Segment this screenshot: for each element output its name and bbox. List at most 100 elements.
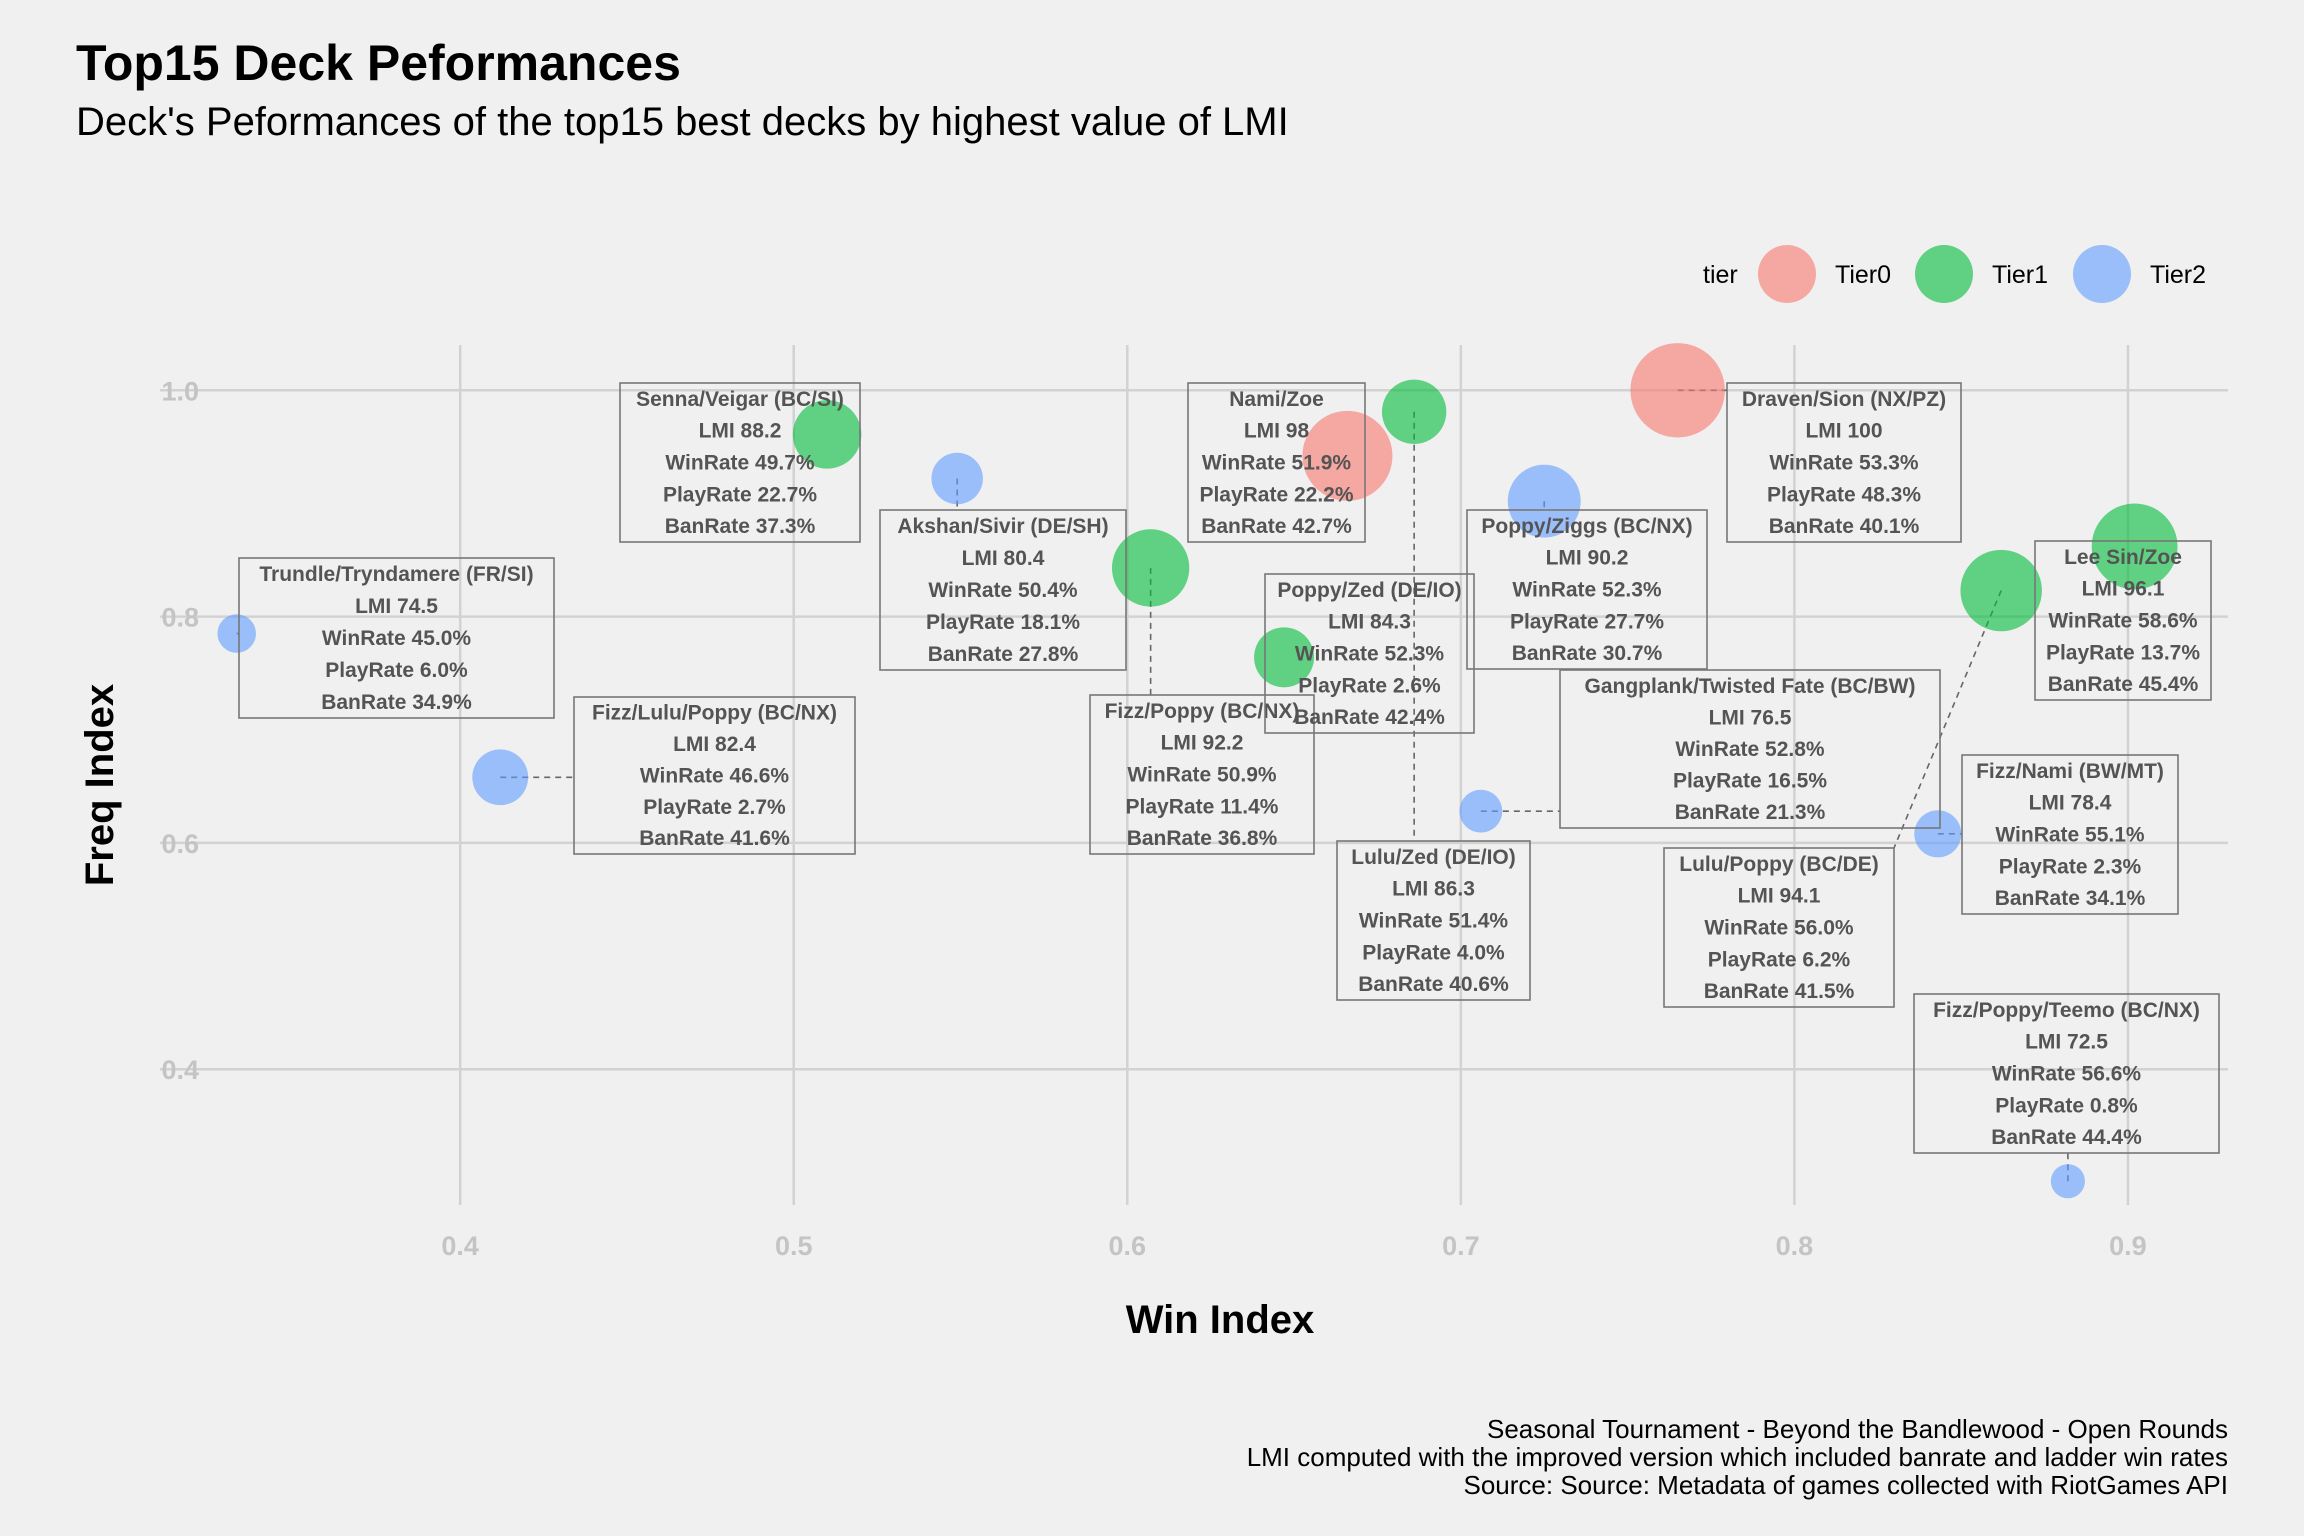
point-tier1 bbox=[1960, 549, 2042, 632]
annotation-label: Poppy/Ziggs (BC/NX) LMI 90.2 WinRate 52.3%… bbox=[1466, 509, 1708, 670]
annotation-line: Gangplank/Twisted Fate (BC/BW) bbox=[1585, 675, 1916, 698]
annotation-box bbox=[1264, 573, 1475, 734]
annotation-line: BanRate 21.3% bbox=[1675, 801, 1826, 824]
annotation-box bbox=[879, 509, 1127, 671]
annotation-label: Akshan/Sivir (DE/SH) LMI 80.4 WinRate 50.4… bbox=[879, 509, 1127, 671]
annotation-line: BanRate 40.6% bbox=[1358, 973, 1509, 996]
point-tier2 bbox=[931, 452, 983, 505]
annotation-line: BanRate 30.7% bbox=[1512, 642, 1663, 665]
annotation-line: PlayRate 48.3% bbox=[1767, 483, 1921, 506]
x-tick-label: 0.7 bbox=[1442, 1231, 1480, 1261]
annotation-label: Senna/Veigar (BC/SI) LMI 88.2 WinRate 49.7… bbox=[619, 382, 861, 543]
annotation-line: WinRate 52.3% bbox=[1512, 578, 1662, 601]
annotation-line: Akshan/Sivir (DE/SH) bbox=[897, 515, 1108, 538]
caption-line-2: LMI computed with the improved version w… bbox=[1246, 1442, 2228, 1472]
annotation-line: Fizz/Nami (BW/MT) bbox=[1976, 760, 2164, 783]
annotation-line: WinRate 55.1% bbox=[1995, 823, 2145, 846]
annotation-line: BanRate 36.8% bbox=[1127, 827, 1278, 850]
annotation-box bbox=[1961, 754, 2179, 915]
y-tick-label: 1.0 bbox=[161, 376, 199, 406]
chart-title: Top15 Deck Peformances bbox=[76, 35, 681, 91]
point-tier2 bbox=[1459, 789, 1503, 833]
annotation-line: WinRate 49.7% bbox=[665, 451, 815, 474]
annotation-line: BanRate 41.5% bbox=[1704, 980, 1855, 1003]
annotation-line: WinRate 58.6% bbox=[2048, 609, 2198, 632]
annotation-label: Fizz/Poppy (BC/NX) LMI 92.2 WinRate 50.9% P… bbox=[1089, 694, 1315, 855]
annotation-line: WinRate 50.4% bbox=[928, 579, 1078, 602]
annotation-line: Fizz/Poppy/Teemo (BC/NX) bbox=[1933, 999, 2200, 1022]
annotation-line: PlayRate 6.0% bbox=[325, 659, 468, 682]
annotation-label: Lulu/Zed (DE/IO) LMI 86.3 WinRate 51.4% Pla… bbox=[1336, 840, 1531, 1001]
annotation-line: LMI 72.5 bbox=[2025, 1031, 2108, 1054]
annotation-line: WinRate 53.3% bbox=[1769, 451, 1919, 474]
annotation-line: BanRate 34.9% bbox=[321, 691, 472, 714]
annotation-line: WinRate 50.9% bbox=[1127, 763, 1277, 786]
annotation-line: WinRate 51.9% bbox=[1202, 451, 1352, 474]
point-tier1 bbox=[792, 400, 862, 469]
annotation-label: Lee Sin/Zoe LMI 96.1 WinRate 58.6% PlayRate… bbox=[2034, 540, 2212, 701]
annotation-line: WinRate 56.6% bbox=[1992, 1062, 2142, 1085]
annotation-line: BanRate 34.1% bbox=[1995, 887, 2146, 910]
point-tier1 bbox=[1381, 379, 1447, 444]
x-tick-label: 0.9 bbox=[2109, 1231, 2147, 1261]
annotation-line: PlayRate 2.3% bbox=[1999, 855, 2142, 878]
y-axis-title: Freq Index bbox=[78, 684, 122, 886]
annotation-line: LMI 76.5 bbox=[1709, 706, 1792, 729]
annotation-line: LMI 92.2 bbox=[1161, 732, 1244, 755]
legend-title: tier bbox=[1703, 261, 1738, 289]
annotation-line: BanRate 27.8% bbox=[928, 643, 1079, 666]
annotation-line: BanRate 45.4% bbox=[2048, 673, 2199, 696]
annotation-box bbox=[1559, 669, 1941, 829]
annotation-line: PlayRate 2.6% bbox=[1298, 674, 1441, 697]
annotation-line: BanRate 44.4% bbox=[1991, 1126, 2142, 1149]
annotation-line: LMI 94.1 bbox=[1738, 885, 1821, 908]
points bbox=[217, 343, 2178, 1199]
annotation-line: WinRate 56.0% bbox=[1704, 916, 1854, 939]
point-tier1 bbox=[2091, 503, 2178, 590]
grid bbox=[160, 345, 2228, 1205]
legend-label-tier0: Tier0 bbox=[1835, 261, 1891, 289]
point-tier2 bbox=[2050, 1164, 2085, 1199]
annotation-line: PlayRate 13.7% bbox=[2046, 641, 2200, 664]
x-tick-label: 0.5 bbox=[775, 1231, 813, 1261]
point-tier2 bbox=[217, 614, 256, 653]
annotation-box bbox=[238, 557, 555, 719]
x-tick-label: 0.8 bbox=[1776, 1231, 1814, 1261]
annotation-label: Poppy/Zed (DE/IO) LMI 84.3 WinRate 52.3% Pl… bbox=[1264, 573, 1475, 734]
annotation-line: PlayRate 18.1% bbox=[926, 611, 1080, 634]
annotation-line: PlayRate 0.8% bbox=[1995, 1094, 2138, 1117]
annotation-box bbox=[1336, 840, 1531, 1001]
annotation-line: LMI 90.2 bbox=[1546, 547, 1629, 570]
point-tier0 bbox=[1630, 343, 1725, 438]
annotation-line: PlayRate 2.7% bbox=[643, 796, 786, 819]
point-tier1 bbox=[1254, 627, 1315, 688]
annotation-line: LMI 84.3 bbox=[1328, 611, 1411, 634]
point-tier1 bbox=[1111, 529, 1190, 607]
annotation-line: Senna/Veigar (BC/SI) bbox=[636, 388, 844, 411]
annotation-label: Lulu/Poppy (BC/DE) LMI 94.1 WinRate 56.0% P… bbox=[1663, 847, 1895, 1008]
annotation-label: Trundle/Tryndamere (FR/SI) LMI 74.5 WinRat… bbox=[238, 557, 555, 719]
annotation-label: Fizz/Poppy/Teemo (BC/NX) LMI 72.5 WinRate … bbox=[1913, 993, 2220, 1154]
annotation-label: Fizz/Lulu/Poppy (BC/NX) LMI 82.4 WinRate 4… bbox=[573, 696, 856, 855]
legend: tier Tier0 Tier1 Tier2 bbox=[1703, 245, 2206, 303]
y-tick-label: 0.6 bbox=[161, 829, 199, 859]
annotation-line: PlayRate 22.2% bbox=[1199, 483, 1353, 506]
annotation-box bbox=[1663, 847, 1895, 1008]
annotation-line: PlayRate 11.4% bbox=[1126, 795, 1279, 818]
annotation-line: BanRate 41.6% bbox=[639, 827, 790, 850]
annotation-line: LMI 86.3 bbox=[1392, 878, 1475, 901]
annotation-line: PlayRate 6.2% bbox=[1708, 948, 1851, 971]
annotation-line: Draven/Sion (NX/PZ) bbox=[1742, 388, 1946, 411]
annotation-line: WinRate 45.0% bbox=[322, 627, 472, 650]
legend-swatch-tier1 bbox=[1915, 245, 1973, 303]
annotation-line: LMI 80.4 bbox=[962, 547, 1045, 570]
annotation-line: Fizz/Poppy (BC/NX) bbox=[1105, 700, 1300, 723]
y-tick-label: 0.4 bbox=[161, 1055, 199, 1085]
leader-line bbox=[1893, 590, 2002, 849]
legend-label-tier2: Tier2 bbox=[2150, 261, 2206, 289]
annotation-line: WinRate 46.6% bbox=[640, 764, 790, 787]
annotations: Draven/Sion (NX/PZ) LMI 100 WinRate 53.3% P… bbox=[238, 382, 2220, 1154]
annotation-line: PlayRate 16.5% bbox=[1673, 770, 1827, 793]
chart-subtitle: Deck's Peformances of the top15 best dec… bbox=[76, 100, 1289, 144]
